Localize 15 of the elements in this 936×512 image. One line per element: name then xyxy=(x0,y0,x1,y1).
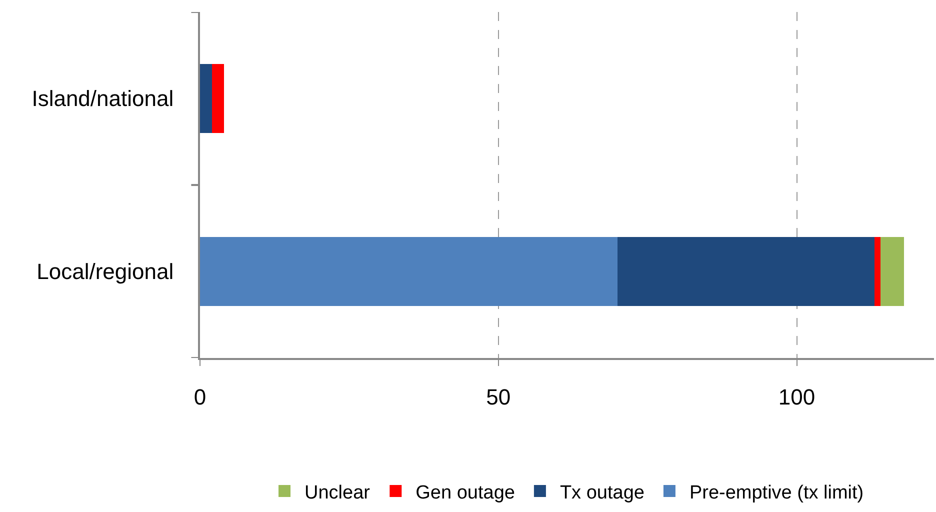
bar xyxy=(212,64,224,134)
y-tick-label: Local/regional xyxy=(36,259,174,284)
bar xyxy=(200,236,618,306)
y-tick-label: Island/national xyxy=(32,86,174,112)
bar xyxy=(874,236,880,306)
legend-label: Pre-emptive (tx limit) xyxy=(689,482,864,504)
bar xyxy=(200,64,212,134)
x-tick-label: 0 xyxy=(194,384,206,410)
legend-label: Tx outage xyxy=(560,482,644,504)
bar xyxy=(618,236,874,306)
legend-label: Gen outage xyxy=(416,482,515,504)
bar xyxy=(880,236,904,306)
legend-label: Unclear xyxy=(304,482,371,504)
x-tick-label: 100 xyxy=(778,384,816,410)
x-tick-label: 50 xyxy=(486,384,511,410)
